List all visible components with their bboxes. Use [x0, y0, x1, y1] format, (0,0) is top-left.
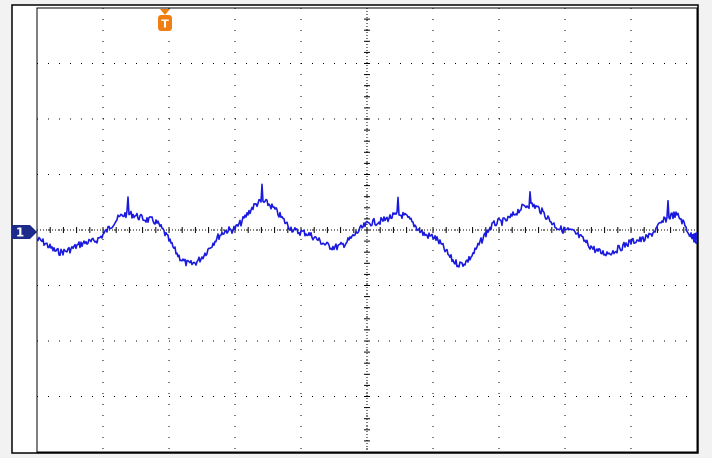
graticule [36, 7, 697, 452]
trigger-marker: T [158, 9, 172, 31]
trace-end-marker [688, 232, 697, 241]
channel-marker-label: 1 [16, 226, 24, 240]
trigger-box [158, 15, 172, 31]
waveform [36, 183, 698, 268]
trigger-arrow [160, 9, 170, 15]
channel-marker: 1 [12, 225, 37, 240]
trigger-label: T [161, 18, 169, 31]
channel-marker-shape [12, 225, 37, 239]
